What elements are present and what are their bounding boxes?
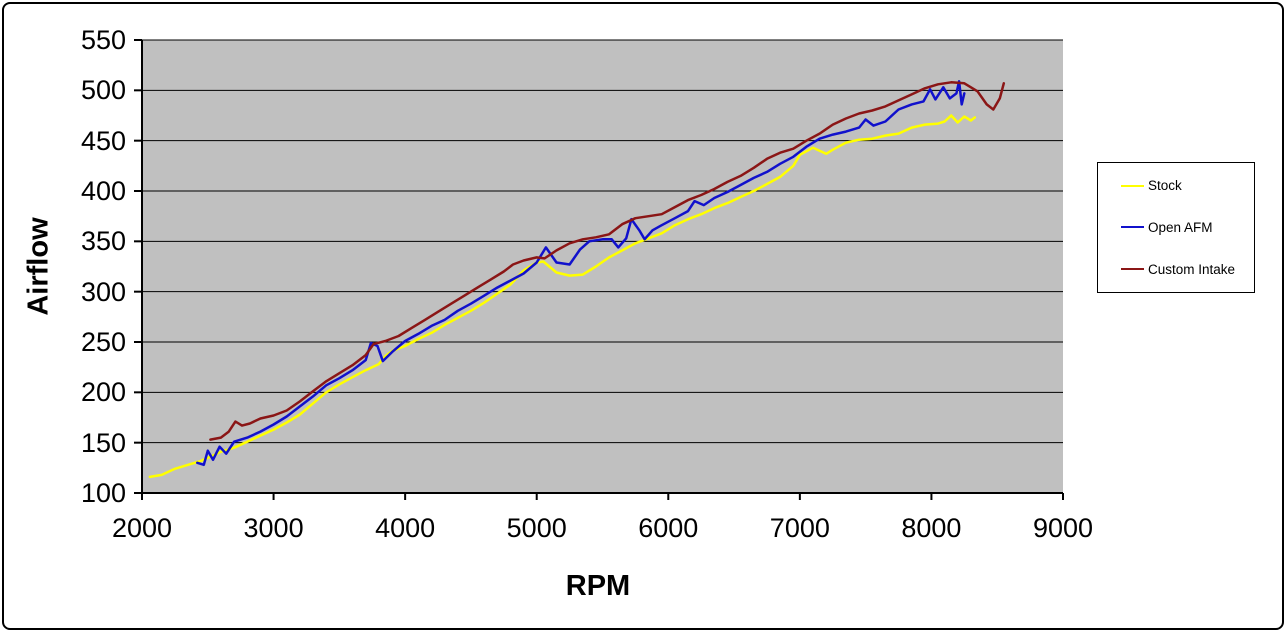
x-tick-label: 5000 [506, 513, 567, 543]
legend-entry-custom-intake: Custom Intake [1098, 262, 1254, 277]
y-tick-label: 550 [80, 25, 126, 55]
legend-label-open-afm: Open AFM [1148, 219, 1213, 235]
x-tick-label: 9000 [1032, 513, 1094, 543]
y-tick-label: 200 [80, 377, 126, 408]
y-tick-label: 500 [80, 75, 126, 106]
x-tick-label: 2000 [111, 513, 173, 543]
x-tick-label: 3000 [243, 513, 304, 543]
y-tick-label: 150 [80, 427, 126, 458]
legend-box: Stock Open AFM Custom Intake [1097, 162, 1255, 293]
legend-entry-stock: Stock [1098, 178, 1254, 193]
y-tick-label: 400 [80, 176, 126, 206]
x-tick-label: 4000 [375, 513, 436, 543]
legend-line-sample-stock [1121, 184, 1144, 187]
y-tick-label: 450 [80, 125, 126, 156]
legend-line-sample-custom-intake [1121, 268, 1144, 271]
x-tick-label: 7000 [769, 513, 830, 543]
x-tick-label: 6000 [638, 513, 699, 543]
y-tick-label: 250 [80, 327, 126, 357]
y-tick-label: 350 [80, 226, 126, 257]
y-tick-label: 100 [80, 478, 126, 508]
legend-label-stock: Stock [1148, 178, 1182, 194]
series-line-custom-intake [209, 81, 1006, 441]
legend-entry-open-afm: Open AFM [1098, 220, 1254, 235]
y-axis-title: Airflow [22, 217, 55, 316]
legend-line-sample-open-afm [1121, 226, 1144, 229]
x-axis-title: RPM [565, 570, 631, 602]
x-tick-label: 8000 [901, 513, 962, 543]
series-line-open-afm [196, 80, 966, 467]
y-tick-label: 300 [80, 276, 126, 307]
legend-label-custom-intake: Custom Intake [1148, 261, 1236, 277]
series-line-stock [148, 114, 977, 479]
